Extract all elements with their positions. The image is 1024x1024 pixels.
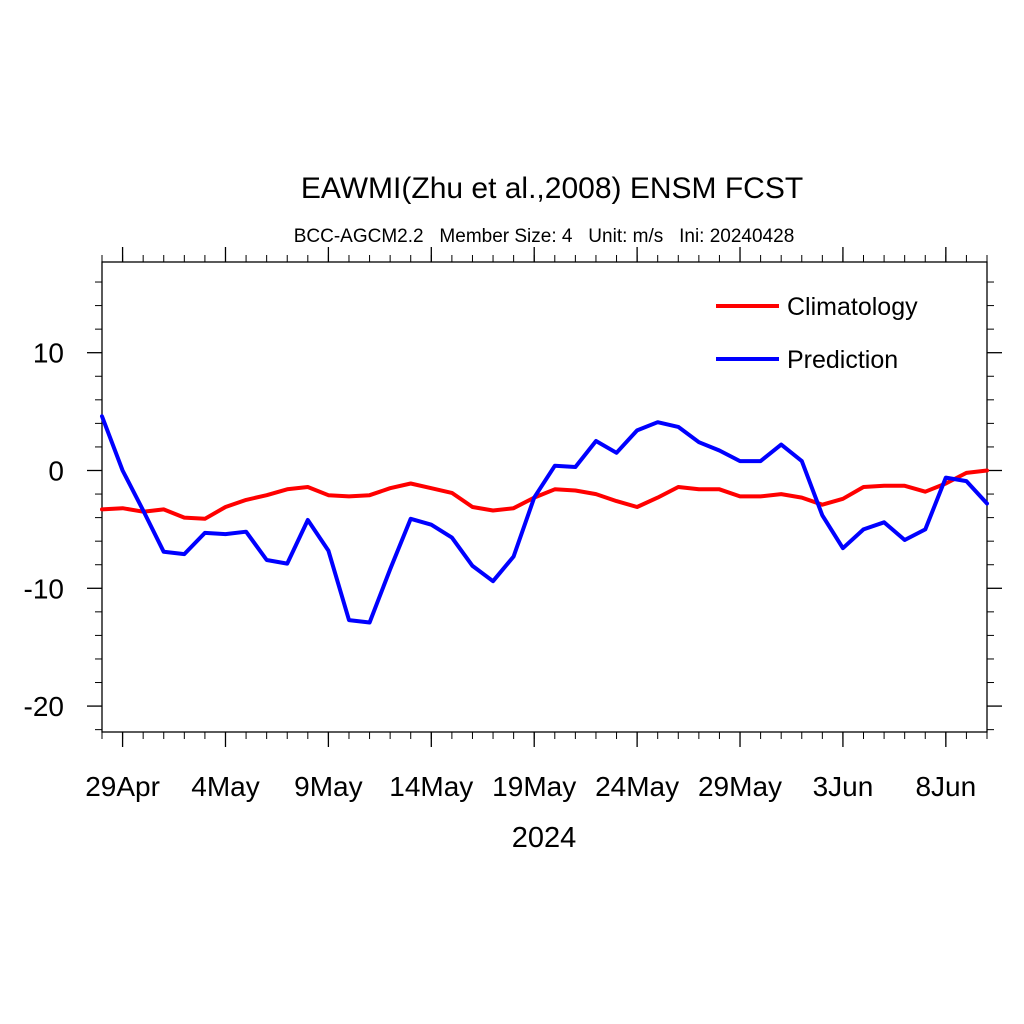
y-tick-label: 10 <box>33 338 64 369</box>
x-tick-label: 9May <box>294 771 362 802</box>
x-tick-label: 8Jun <box>915 771 976 802</box>
series-lines <box>100 414 989 625</box>
x-tick-label: 24May <box>595 771 679 802</box>
x-tick-label: 4May <box>191 771 259 802</box>
chart-title: EAWMI(Zhu et al.,2008) ENSM FCST <box>301 172 803 205</box>
y-tick-label: -10 <box>24 573 64 604</box>
x-tick-label: 29Apr <box>85 771 160 802</box>
plot-frame <box>101 261 988 733</box>
minor-ticks <box>95 255 994 739</box>
legend-label-prediction: Prediction <box>787 346 898 374</box>
x-axis-label: 2024 <box>512 822 577 854</box>
y-tick-label: -20 <box>24 691 64 722</box>
x-tick-label: 19May <box>492 771 576 802</box>
legend: Climatology Prediction <box>716 293 918 374</box>
x-tick-label: 29May <box>698 771 782 802</box>
chart-subtitle: BCC-AGCM2.2 Member Size: 4 Unit: m/s Ini… <box>294 226 795 247</box>
x-tick-label: 14May <box>389 771 473 802</box>
y-tick-label: 0 <box>48 455 64 486</box>
x-ticks: 29Apr 4May 9May 14May 19May 24May 29May 3Jun 8Ju… <box>85 247 976 802</box>
y-ticks: 10 0 -10 -20 <box>24 338 1002 722</box>
series-line-prediction <box>100 414 989 625</box>
series-line-climatology <box>100 468 989 521</box>
x-tick-label: 3Jun <box>813 771 874 802</box>
legend-label-climatology: Climatology <box>787 293 918 321</box>
